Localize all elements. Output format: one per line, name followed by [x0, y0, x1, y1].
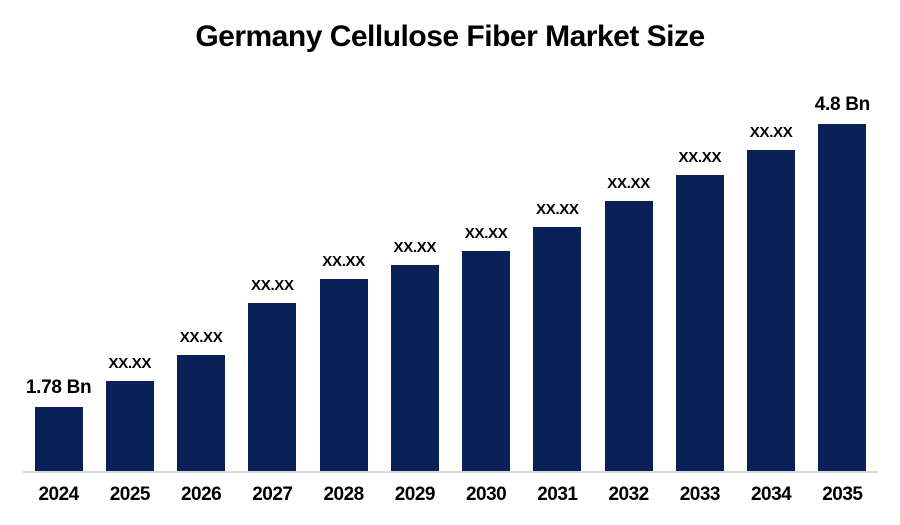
x-axis-line [23, 471, 878, 473]
bar-value-label: XX.XX [251, 277, 294, 294]
bar-value-label: XX.XX [108, 355, 152, 372]
bar-column: XX.XX [379, 0, 450, 471]
bar-column: XX.XX [593, 0, 664, 471]
bar [818, 124, 867, 471]
bar [105, 381, 154, 471]
bar-column: XX.XX [166, 0, 237, 471]
bar [533, 227, 582, 471]
bar-column: XX.XX [522, 0, 593, 471]
x-tick-label: 2028 [323, 484, 364, 505]
x-tick-label: 2031 [537, 484, 578, 505]
x-axis-tick-labels: 2024 2025 2026 2027 2028 2029 2030 2031 2032 2033… [23, 484, 878, 506]
plot-area: 1.78 Bn XX.XX XX.XX XX.XX XX.XX XX.XX XX.XX XX.… [23, 0, 878, 525]
x-tick-label: 2024 [38, 484, 79, 505]
bar-column: XX.XX [664, 0, 735, 471]
bar-value-label: XX.XX [607, 175, 650, 192]
x-tick-label: 2035 [822, 484, 863, 505]
bar-column: 1.78 Bn [23, 0, 94, 471]
bar [390, 265, 439, 471]
x-tick-label: 2030 [465, 484, 507, 505]
bar-value-label: 1.78 Bn [25, 377, 92, 398]
bar-value-label: XX.XX [749, 124, 793, 141]
bar-column: XX.XX [308, 0, 379, 471]
bar [248, 303, 297, 471]
bar-column: XX.XX [736, 0, 807, 471]
bar-value-label: XX.XX [393, 239, 437, 256]
bar-value-label: XX.XX [536, 201, 579, 218]
bar-value-label: 4.8 Bn [814, 94, 871, 115]
x-tick-label: 2026 [180, 484, 222, 505]
bar-value-label: XX.XX [464, 225, 508, 242]
bar-value-label: XX.XX [678, 149, 722, 166]
bar-value-label: XX.XX [179, 329, 223, 346]
x-tick-label: 2034 [750, 484, 792, 505]
bars-row: 1.78 Bn XX.XX XX.XX XX.XX XX.XX XX.XX XX.XX XX.… [23, 0, 878, 471]
bar [462, 251, 511, 471]
bar-column: 4.8 Bn [807, 0, 878, 471]
x-tick-label: 2032 [608, 484, 649, 505]
x-tick-label: 2025 [109, 484, 151, 505]
bar [604, 201, 653, 471]
x-tick-label: 2033 [679, 484, 721, 505]
bar [675, 175, 724, 471]
bar-value-label: XX.XX [322, 253, 365, 270]
bar [319, 279, 368, 471]
x-tick-label: 2027 [252, 484, 293, 505]
bar [34, 407, 83, 471]
bar [747, 150, 796, 471]
bar [177, 355, 226, 471]
bar-column: XX.XX [451, 0, 522, 471]
x-tick-label: 2029 [394, 484, 436, 505]
bar-column: XX.XX [237, 0, 308, 471]
chart-title: Germany Cellulose Fiber Market Size [195, 20, 705, 53]
bar-column: XX.XX [94, 0, 165, 471]
